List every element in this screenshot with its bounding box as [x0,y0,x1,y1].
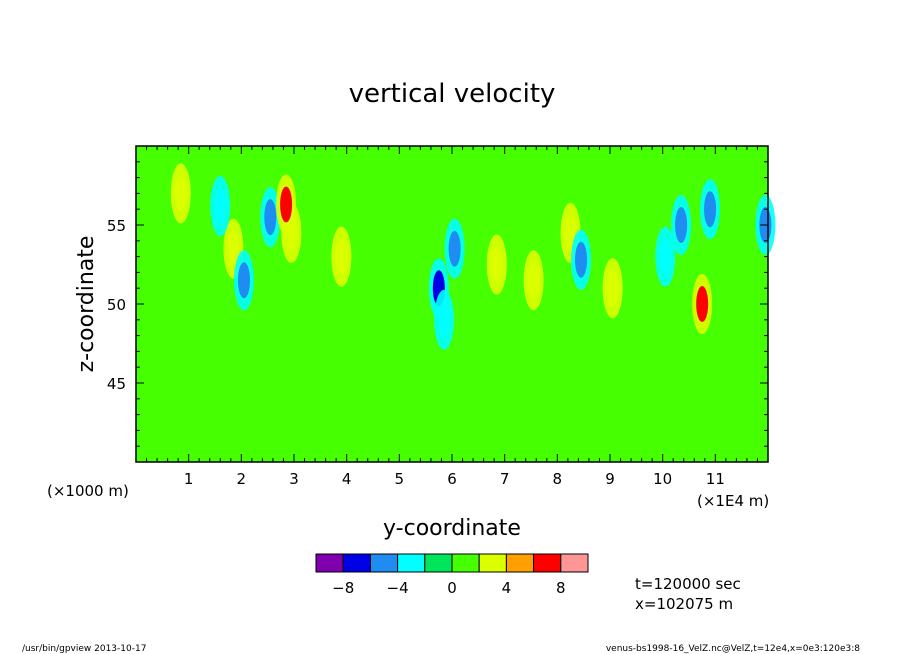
field-contour-core [606,270,619,307]
colorbar-swatch [533,553,562,573]
field-contour-core [280,186,293,223]
field-contour-core [214,188,227,225]
y-tick-label: 55 [107,217,126,235]
field-contour-core [527,262,540,299]
colorbar: −8 −4 0 4 8 [315,553,589,597]
time-label: t=120000 sec [635,575,741,593]
colorbar-swatch [397,553,426,573]
field-contour-core [490,246,503,283]
x-position-label: x=102075 m [635,595,733,613]
field-contour-core [448,230,461,267]
colorbar-swatch [369,553,399,573]
field-contour-core [696,286,709,322]
field-contour-core [659,238,672,275]
field-contour-core [335,238,348,275]
x-tick-label: 2 [237,470,247,488]
x-axis-ticks: 1 2 3 4 5 6 7 8 9 10 11 [135,146,769,488]
footer-left: /usr/bin/gpview 2013-10-17 [22,644,146,654]
y-axis-label: z-coordinate [74,236,99,373]
x-tick-label: 6 [447,470,457,488]
x-unit-left: (×1000 m) [47,482,129,500]
field-contour-core [264,199,277,236]
colorbar-label: 0 [447,579,457,597]
x-axis-label: y-coordinate [383,516,521,541]
field-contour-core [575,241,588,278]
colorbar-swatch [478,553,507,573]
field-contour-core [227,230,240,267]
x-tick-label: 4 [342,470,352,488]
y-tick-label: 45 [107,375,126,393]
colorbar-swatch [315,553,344,573]
field-contour-core [704,191,717,228]
colorbar-swatch [505,553,535,573]
x-tick-label: 9 [605,470,615,488]
y-axis-ticks: 45 50 55 [107,145,768,463]
x-tick-label: 11 [706,470,725,488]
field-contour-core [675,207,688,243]
footer-right: venus-bs1998-16_VelZ.nc@VelZ,t=12e4,x=0e… [606,644,860,654]
field-contour-core [237,262,250,299]
colorbar-swatch [451,553,480,573]
x-tick-label: 8 [553,470,563,488]
x-tick-label: 7 [500,470,510,488]
colorbar-swatch [342,553,371,573]
x-unit-right: (×1E4 m) [697,492,769,510]
field-contour-core [174,175,187,212]
x-tick-label: 5 [395,470,405,488]
field-contour-core [438,301,451,338]
velocity-field [170,163,776,350]
colorbar-label: 8 [556,579,566,597]
colorbar-label: −8 [332,579,354,597]
x-tick-label: 3 [289,470,299,488]
chart-title: vertical velocity [349,79,556,109]
colorbar-swatch [424,553,453,573]
x-tick-label: 10 [653,470,672,488]
y-tick-label: 50 [107,296,126,314]
x-tick-label: 1 [184,470,194,488]
colorbar-label: −4 [387,579,409,597]
colorbar-swatch [560,553,589,573]
colorbar-label: 4 [502,579,512,597]
